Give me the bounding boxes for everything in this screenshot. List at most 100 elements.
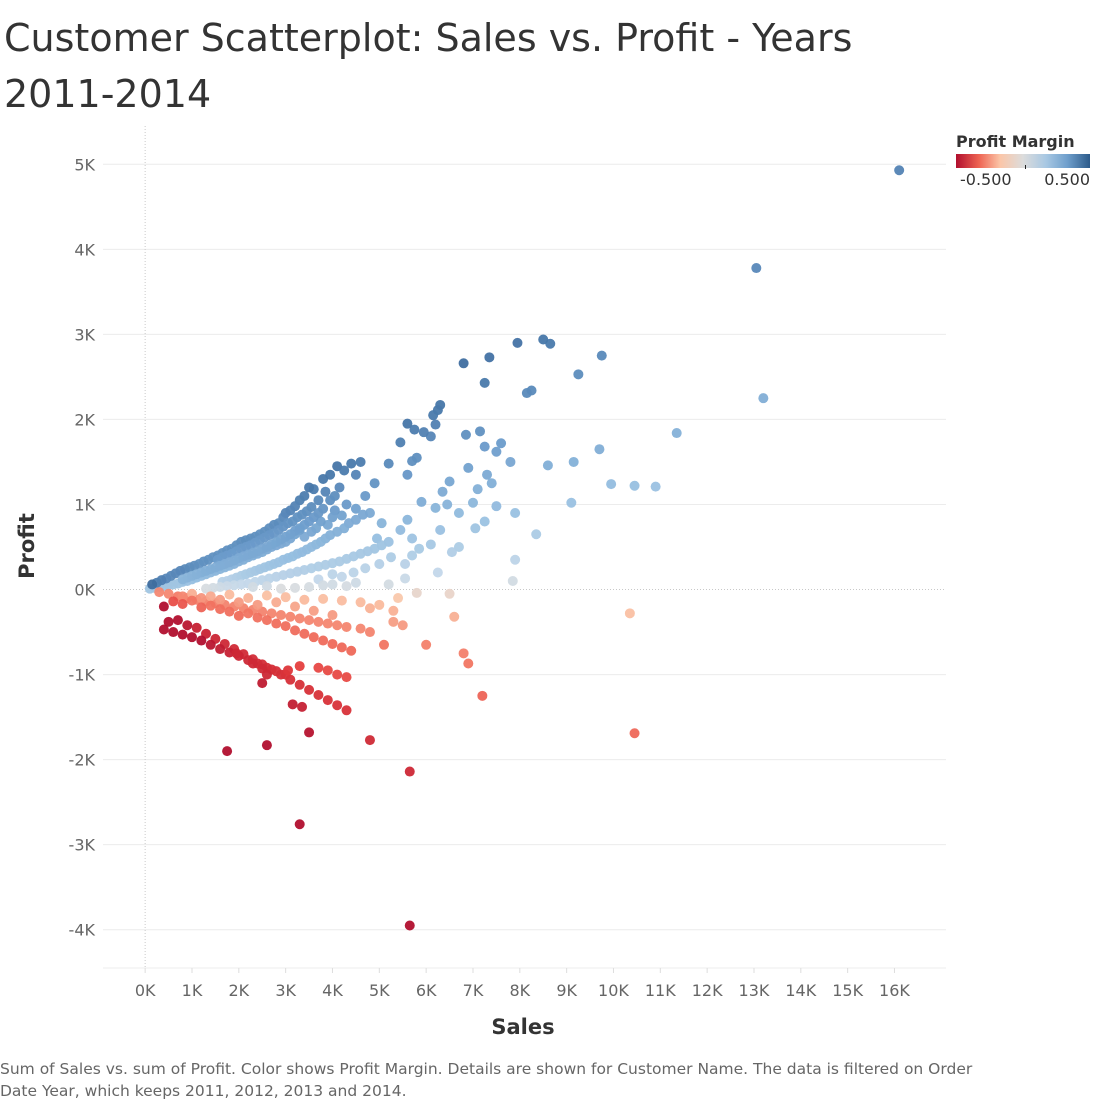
data-point[interactable] bbox=[261, 615, 272, 626]
data-point[interactable] bbox=[393, 593, 404, 604]
data-point[interactable] bbox=[336, 571, 347, 582]
data-point[interactable] bbox=[222, 746, 233, 757]
data-point[interactable] bbox=[374, 599, 385, 610]
data-point[interactable] bbox=[479, 441, 490, 452]
data-point[interactable] bbox=[444, 588, 455, 599]
data-point[interactable] bbox=[158, 624, 169, 635]
data-point[interactable] bbox=[168, 596, 179, 607]
data-point[interactable] bbox=[306, 526, 317, 537]
data-point[interactable] bbox=[304, 727, 315, 738]
data-point[interactable] bbox=[491, 446, 502, 457]
data-point[interactable] bbox=[350, 469, 361, 480]
data-point[interactable] bbox=[231, 648, 242, 659]
data-point[interactable] bbox=[318, 593, 329, 604]
data-point[interactable] bbox=[416, 496, 427, 507]
data-point[interactable] bbox=[383, 579, 394, 590]
data-point[interactable] bbox=[163, 616, 174, 627]
data-point[interactable] bbox=[308, 632, 319, 643]
data-point[interactable] bbox=[435, 524, 446, 535]
data-point[interactable] bbox=[339, 465, 350, 476]
data-point[interactable] bbox=[507, 576, 518, 587]
data-point[interactable] bbox=[346, 645, 357, 656]
data-point[interactable] bbox=[606, 479, 617, 490]
data-point[interactable] bbox=[444, 476, 455, 487]
data-point[interactable] bbox=[304, 684, 315, 695]
data-point[interactable] bbox=[334, 482, 345, 493]
data-point[interactable] bbox=[402, 418, 413, 429]
data-point[interactable] bbox=[414, 543, 425, 554]
data-point[interactable] bbox=[350, 503, 361, 514]
data-point[interactable] bbox=[257, 678, 268, 689]
data-point[interactable] bbox=[168, 627, 179, 638]
data-point[interactable] bbox=[496, 438, 507, 449]
data-point[interactable] bbox=[336, 510, 347, 521]
data-point[interactable] bbox=[261, 590, 272, 601]
data-point[interactable] bbox=[397, 620, 408, 631]
data-point[interactable] bbox=[261, 581, 272, 592]
data-point[interactable] bbox=[421, 639, 432, 650]
data-point[interactable] bbox=[374, 559, 385, 570]
data-point[interactable] bbox=[486, 478, 497, 489]
data-point[interactable] bbox=[186, 632, 197, 643]
data-point[interactable] bbox=[304, 482, 315, 493]
data-point[interactable] bbox=[313, 689, 324, 700]
data-point[interactable] bbox=[341, 672, 352, 683]
data-point[interactable] bbox=[409, 424, 420, 435]
data-point[interactable] bbox=[271, 618, 282, 629]
data-point[interactable] bbox=[479, 377, 490, 388]
data-point[interactable] bbox=[196, 593, 207, 604]
data-point[interactable] bbox=[510, 554, 521, 565]
data-point[interactable] bbox=[484, 352, 495, 363]
data-point[interactable] bbox=[341, 581, 352, 592]
data-point[interactable] bbox=[332, 700, 343, 711]
data-point[interactable] bbox=[355, 597, 366, 608]
data-point[interactable] bbox=[205, 600, 216, 611]
data-point[interactable] bbox=[304, 615, 315, 626]
data-point[interactable] bbox=[404, 766, 415, 777]
data-point[interactable] bbox=[205, 591, 216, 602]
data-point[interactable] bbox=[407, 533, 418, 544]
data-point[interactable] bbox=[332, 620, 343, 631]
data-point[interactable] bbox=[186, 595, 197, 606]
data-point[interactable] bbox=[172, 615, 183, 626]
data-point[interactable] bbox=[177, 598, 188, 609]
data-point[interactable] bbox=[158, 601, 169, 612]
data-point[interactable] bbox=[512, 337, 523, 348]
data-point[interactable] bbox=[364, 603, 375, 614]
data-point[interactable] bbox=[325, 469, 336, 480]
data-point[interactable] bbox=[355, 456, 366, 467]
data-point[interactable] bbox=[327, 579, 338, 590]
data-point[interactable] bbox=[243, 593, 254, 604]
data-point[interactable] bbox=[671, 428, 682, 439]
data-point[interactable] bbox=[147, 579, 158, 590]
data-point[interactable] bbox=[191, 622, 202, 633]
data-point[interactable] bbox=[470, 523, 481, 534]
data-point[interactable] bbox=[201, 583, 212, 594]
data-point[interactable] bbox=[313, 616, 324, 627]
data-point[interactable] bbox=[482, 469, 493, 480]
data-point[interactable] bbox=[432, 567, 443, 578]
data-point[interactable] bbox=[475, 426, 486, 437]
data-point[interactable] bbox=[299, 594, 310, 605]
data-point[interactable] bbox=[758, 393, 769, 404]
data-point[interactable] bbox=[350, 577, 361, 588]
data-point[interactable] bbox=[243, 608, 254, 619]
data-point[interactable] bbox=[320, 486, 331, 497]
data-point[interactable] bbox=[275, 610, 286, 621]
data-point[interactable] bbox=[341, 499, 352, 510]
data-point[interactable] bbox=[360, 490, 371, 501]
data-point[interactable] bbox=[568, 456, 579, 467]
data-point[interactable] bbox=[411, 587, 422, 598]
data-point[interactable] bbox=[538, 334, 549, 345]
data-point[interactable] bbox=[154, 587, 165, 598]
data-point[interactable] bbox=[252, 599, 263, 610]
data-point[interactable] bbox=[531, 529, 542, 540]
data-point[interactable] bbox=[428, 410, 439, 421]
data-point[interactable] bbox=[467, 497, 478, 508]
data-point[interactable] bbox=[453, 542, 464, 552]
data-point[interactable] bbox=[322, 665, 333, 676]
data-point[interactable] bbox=[294, 679, 305, 690]
data-point[interactable] bbox=[400, 559, 411, 570]
data-point[interactable] bbox=[294, 819, 305, 830]
data-point[interactable] bbox=[369, 478, 380, 489]
